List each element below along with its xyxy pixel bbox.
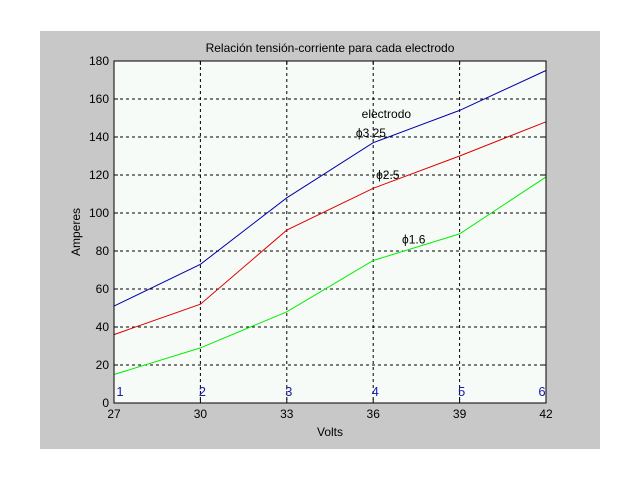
point-index-label: 3 <box>285 384 292 399</box>
x-axis-label: Volts <box>317 425 343 439</box>
point-index-label: 5 <box>458 384 465 399</box>
point-index-label: 1 <box>116 384 123 399</box>
y-tick-label: 40 <box>96 320 110 334</box>
series-line-3 <box>113 176 547 375</box>
x-tick-label: 36 <box>367 407 381 421</box>
x-tick-label: 33 <box>280 407 294 421</box>
y-tick-label: 100 <box>89 206 109 220</box>
x-tick-label: 39 <box>453 407 467 421</box>
grid-lines <box>114 61 546 403</box>
y-tick-label: 140 <box>89 130 109 144</box>
annotations: electrodo ϕ3.25 ϕ2.5 ϕ1.6 <box>356 107 426 246</box>
x-axis-ticks: 27 30 33 36 39 42 <box>107 61 553 421</box>
series-lines <box>113 70 547 375</box>
x-tick-label: 30 <box>194 407 208 421</box>
annotation-label: ϕ2.5 <box>376 168 400 182</box>
point-index-label: 2 <box>199 384 206 399</box>
plot-area <box>114 61 546 403</box>
annotation-label: ϕ3.25 <box>356 126 386 140</box>
series-line-1 <box>113 70 547 307</box>
y-tick-label: 0 <box>102 396 109 410</box>
plot-frame <box>113 60 547 404</box>
annotation-label: ϕ1.6 <box>402 232 426 246</box>
y-tick-label: 20 <box>96 358 110 372</box>
x-tick-label: 42 <box>539 407 553 421</box>
series-line-2 <box>113 121 547 336</box>
chart-title: Relación tensión-corriente para cada ele… <box>206 41 455 55</box>
point-index-labels: 1 2 3 4 5 6 <box>116 384 545 399</box>
y-tick-label: 80 <box>96 244 110 258</box>
y-tick-label: 120 <box>89 168 109 182</box>
y-tick-label: 160 <box>89 92 109 106</box>
point-index-label: 6 <box>538 384 545 399</box>
x-tick-label: 27 <box>107 407 121 421</box>
y-axis-label: Amperes <box>69 208 83 256</box>
annotation-label: electrodo <box>362 107 412 121</box>
y-tick-label: 180 <box>89 54 109 68</box>
y-tick-label: 60 <box>96 282 110 296</box>
y-axis-ticks: 0 20 40 60 80 100 120 140 160 180 <box>89 54 546 410</box>
point-index-label: 4 <box>372 384 379 399</box>
